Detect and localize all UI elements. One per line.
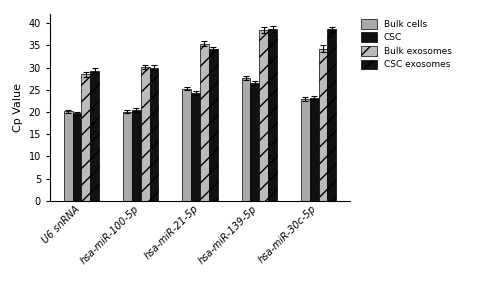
Y-axis label: Cp Value: Cp Value: [13, 83, 23, 132]
Bar: [191, 93, 200, 201]
Bar: [268, 29, 277, 201]
Bar: [123, 112, 132, 201]
Bar: [318, 49, 328, 201]
Bar: [132, 110, 140, 201]
Bar: [200, 44, 209, 201]
Legend: Bulk cells, CSC, Bulk exosomes, CSC exosomes: Bulk cells, CSC, Bulk exosomes, CSC exos…: [360, 19, 452, 69]
Bar: [310, 98, 318, 201]
Bar: [90, 71, 99, 201]
Bar: [72, 113, 82, 201]
Bar: [64, 111, 72, 201]
Bar: [250, 83, 260, 201]
Bar: [82, 74, 90, 201]
Bar: [301, 99, 310, 201]
Bar: [209, 49, 218, 201]
Bar: [182, 88, 191, 201]
Bar: [328, 30, 336, 201]
Bar: [260, 30, 268, 201]
Bar: [150, 68, 158, 201]
Bar: [140, 67, 149, 201]
Bar: [242, 78, 250, 201]
